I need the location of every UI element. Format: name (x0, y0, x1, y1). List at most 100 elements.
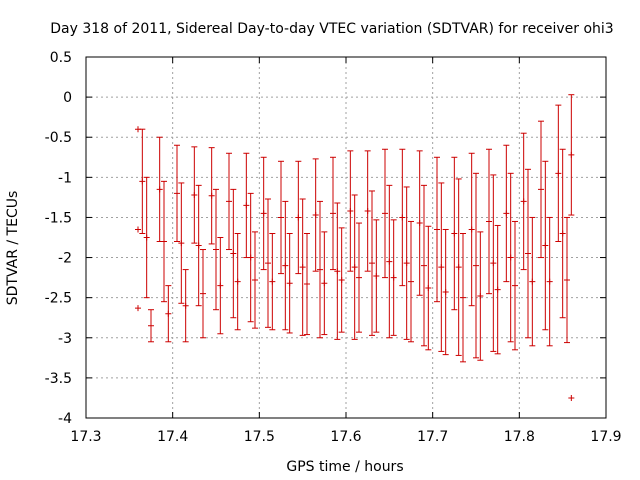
data-point (265, 260, 271, 267)
error-bar (525, 168, 531, 339)
data-point (312, 212, 319, 219)
data-point (512, 282, 518, 289)
error-bar (139, 128, 146, 234)
data-point (486, 218, 492, 225)
data-point (559, 230, 566, 237)
error-bar (486, 148, 492, 295)
y-tick-label: -3 (58, 331, 72, 347)
data-point (338, 277, 345, 284)
data-point (299, 264, 306, 271)
error-bar (334, 202, 341, 340)
data-point (139, 178, 146, 185)
x-tick-label: 17.3 (70, 429, 101, 445)
y-axis-label: SDTVAR / TECUs (5, 191, 21, 306)
data-series (135, 94, 575, 401)
y-tick-label: -1.5 (45, 210, 72, 226)
data-point (230, 250, 237, 257)
x-tick-label: 17.4 (157, 429, 188, 445)
error-bar (161, 180, 167, 303)
data-point (304, 281, 310, 288)
error-bar (477, 231, 484, 361)
data-point (473, 262, 479, 269)
error-bar (295, 160, 302, 275)
data-point (208, 192, 215, 199)
error-bar (230, 188, 237, 319)
error-bar (351, 194, 358, 340)
error-bar (312, 158, 319, 272)
error-bar (247, 192, 254, 323)
error-bar (529, 216, 536, 347)
data-point (247, 254, 254, 261)
error-bar (520, 132, 527, 271)
error-bar (282, 200, 289, 331)
grid (86, 57, 606, 418)
error-bar (260, 156, 267, 271)
data-point (421, 262, 427, 269)
error-bar (286, 232, 293, 334)
data-point (542, 242, 549, 249)
error-bar (425, 225, 432, 351)
error-bar (347, 150, 354, 272)
data-point (182, 302, 189, 309)
error-bar (399, 148, 406, 287)
error-bar (364, 150, 371, 272)
data-point (425, 285, 432, 292)
error-bar (408, 220, 414, 343)
data-point (174, 190, 180, 197)
error-bar (382, 148, 388, 279)
data-point (161, 238, 167, 245)
data-point (226, 198, 232, 205)
error-bar (451, 156, 458, 311)
data-point (434, 226, 440, 233)
data-point (494, 286, 501, 293)
error-bar (217, 237, 224, 335)
error-bar (278, 160, 284, 275)
error-bar (299, 198, 306, 336)
error-bar (356, 222, 362, 333)
error-bar (507, 172, 514, 343)
data-point (477, 293, 484, 300)
data-point (568, 151, 575, 158)
error-bar (234, 232, 241, 331)
data-point (330, 210, 336, 217)
error-bar (174, 144, 180, 243)
data-point (382, 210, 388, 217)
error-bar (421, 184, 427, 347)
data-point (317, 266, 323, 273)
error-bar (317, 200, 323, 339)
data-point (390, 274, 397, 281)
x-tick-label: 17.8 (504, 429, 535, 445)
y-tick-label: -4 (58, 411, 72, 427)
error-bar (252, 231, 258, 329)
error-bar (338, 227, 345, 333)
data-point (490, 260, 497, 267)
error-bar (143, 176, 150, 299)
data-point (286, 280, 293, 287)
error-bar (442, 228, 449, 356)
data-point (148, 322, 154, 329)
x-tick-label: 17.9 (590, 429, 621, 445)
y-tick-label: 0 (63, 90, 72, 106)
data-point (529, 278, 536, 285)
data-point (195, 242, 202, 249)
y-tick-label: -1 (58, 170, 72, 186)
data-point (555, 170, 562, 177)
data-point (282, 262, 289, 269)
error-bar (434, 156, 440, 303)
data-point (416, 220, 423, 227)
data-point (135, 305, 141, 312)
error-bar (460, 232, 466, 363)
data-point (351, 264, 358, 271)
data-point (321, 280, 328, 287)
data-point (369, 260, 375, 267)
data-point (135, 126, 141, 133)
error-bar (494, 224, 501, 355)
error-bar (369, 190, 375, 336)
data-point (460, 294, 466, 301)
error-bar (330, 156, 336, 271)
error-bar (195, 184, 202, 307)
error-bar (226, 152, 232, 251)
data-point (525, 250, 531, 257)
data-point (438, 264, 445, 271)
